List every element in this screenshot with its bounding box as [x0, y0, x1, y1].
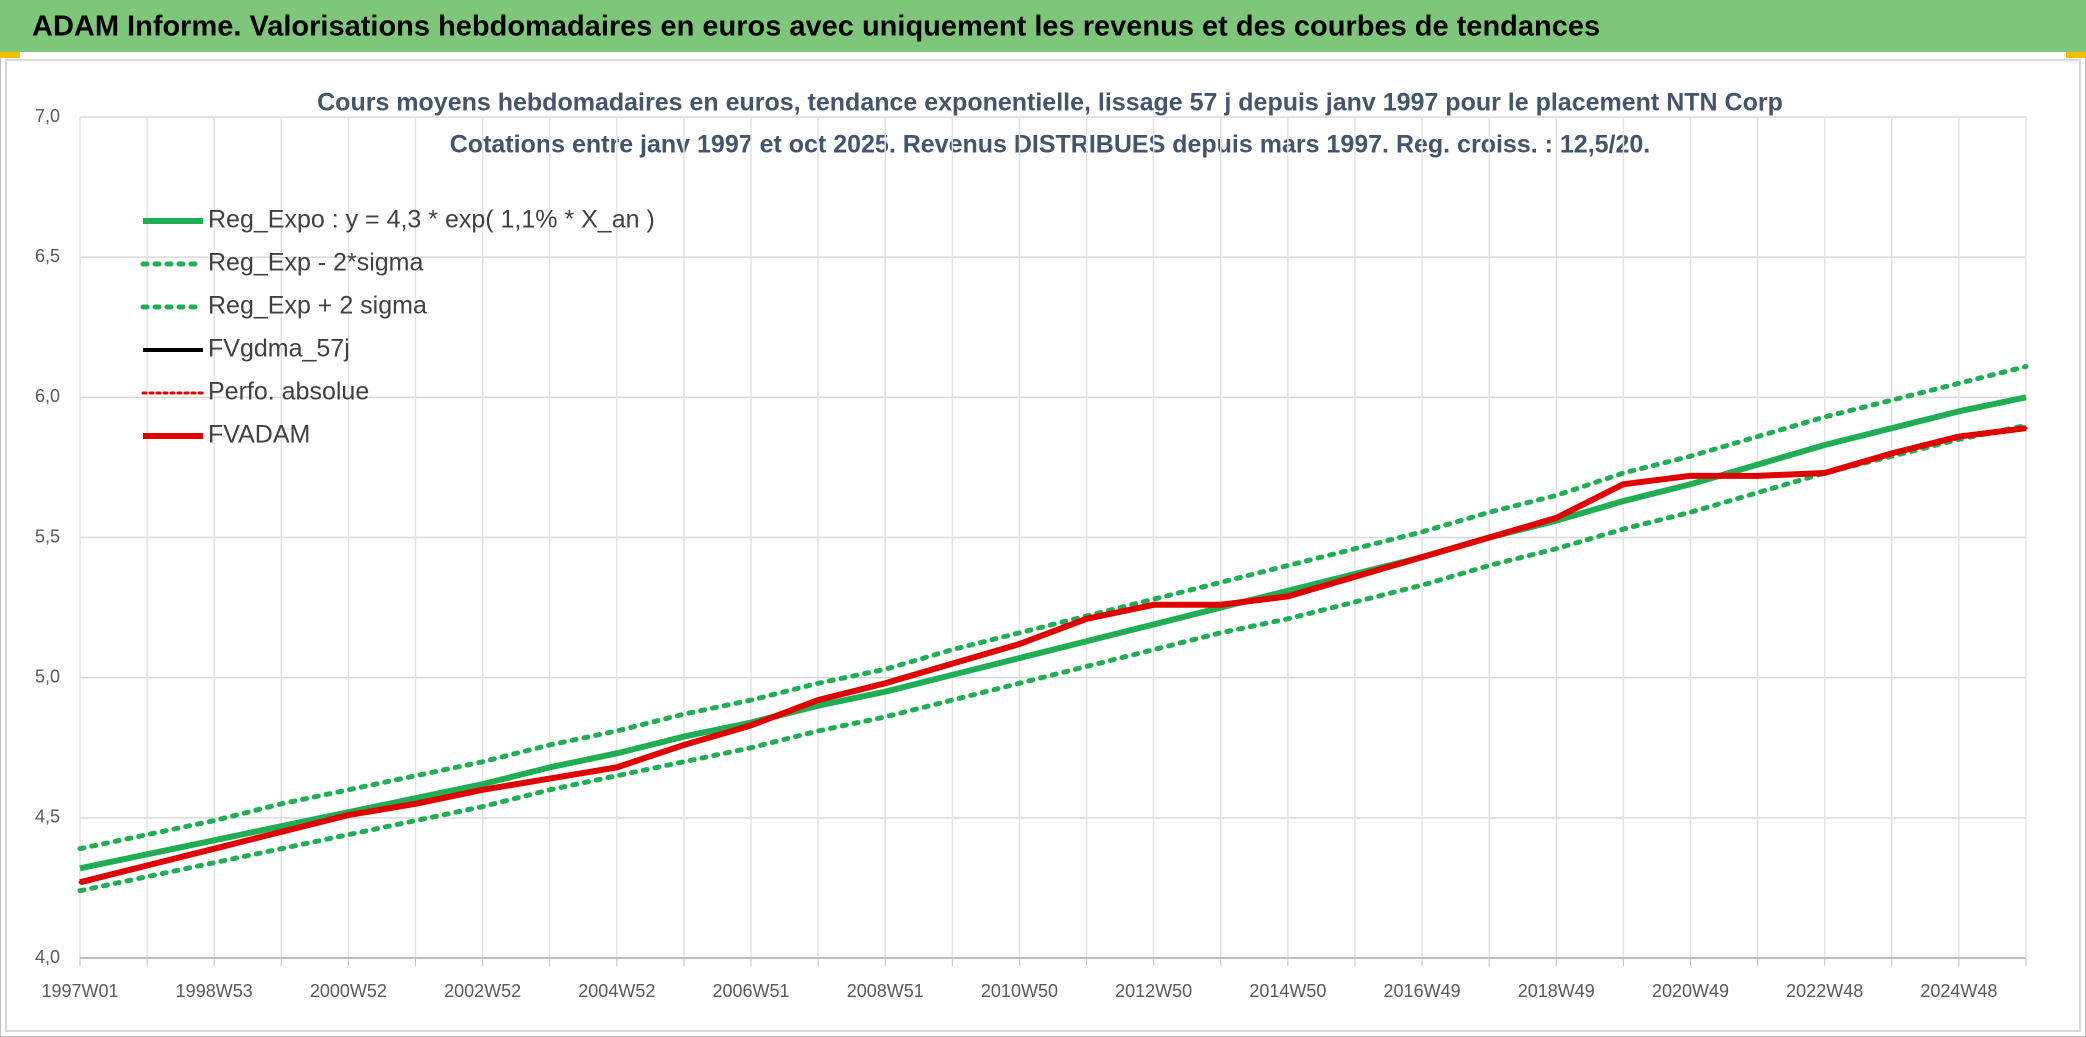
x-tick-label: 2018W49 — [1518, 981, 1595, 1001]
corner — [0, 52, 20, 58]
corner — [2066, 52, 2086, 58]
x-tick-label: 2000W52 — [310, 981, 387, 1001]
legend-label: Perfo. absolue — [208, 378, 369, 406]
x-tick-label: 1997W01 — [41, 981, 118, 1001]
legend-label: Reg_Expo : y = 4,3 * exp( 1,1% * X_an ) — [208, 206, 655, 234]
chart-border — [5, 59, 2081, 1032]
x-tick-label: 2024W48 — [1920, 981, 1997, 1001]
y-tick-label: 7,0 — [35, 106, 60, 126]
x-tick-label: 2022W48 — [1786, 981, 1863, 1001]
x-tick-label: 1998W53 — [176, 981, 253, 1001]
x-tick-label: 2012W50 — [1115, 981, 1192, 1001]
header-bar — [0, 0, 2086, 52]
x-tick-label: 2004W52 — [578, 981, 655, 1001]
x-tick-label: 2006W51 — [713, 981, 790, 1001]
legend-label: FVgdma_57j — [208, 335, 350, 363]
y-tick-label: 4,0 — [35, 947, 60, 967]
chart-subtitle: Cotations entre janv 1997 et oct 2025. R… — [450, 131, 1651, 159]
series-line — [79, 394, 2027, 872]
x-tick-label: 2016W49 — [1384, 981, 1461, 1001]
y-tick-label: 6,0 — [35, 386, 60, 406]
series-line — [77, 363, 2029, 852]
header-title: ADAM Informe. Valorisations hebdomadaire… — [32, 11, 1600, 43]
x-tick-label: 2014W50 — [1249, 981, 1326, 1001]
y-tick-label: 6,5 — [35, 246, 60, 266]
series-line — [77, 422, 2029, 894]
y-tick-label: 5,0 — [35, 666, 60, 686]
x-tick-label: 2010W50 — [981, 981, 1058, 1001]
chart-title: Cours moyens hebdomadaires en euros, ten… — [317, 89, 1783, 117]
y-tick-label: 4,5 — [35, 807, 60, 827]
x-tick-label: 2002W52 — [444, 981, 521, 1001]
y-tick-label: 5,5 — [35, 526, 60, 546]
legend-label: Reg_Exp - 2*sigma — [208, 249, 423, 277]
legend-label: Reg_Exp + 2 sigma — [208, 292, 427, 320]
x-tick-label: 2008W51 — [847, 981, 924, 1001]
x-tick-label: 2020W49 — [1652, 981, 1729, 1001]
legend-label: FVADAM — [208, 421, 310, 449]
series-line — [79, 425, 2027, 886]
